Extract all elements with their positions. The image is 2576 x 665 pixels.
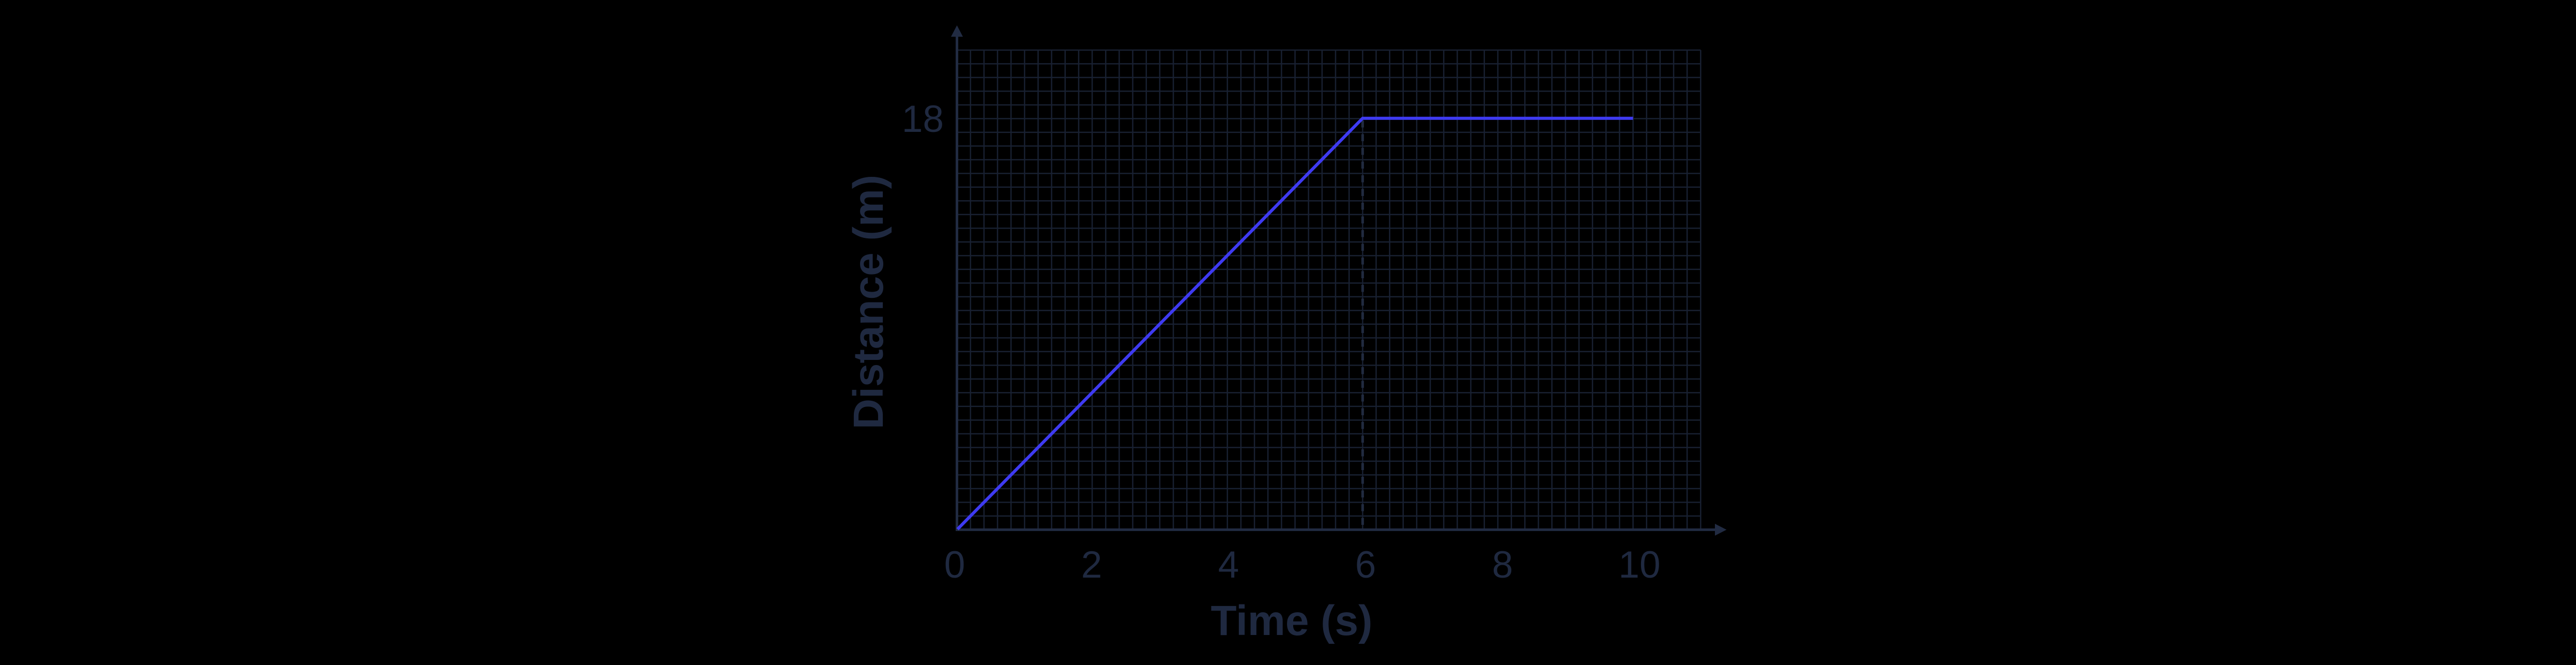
svg-text:8: 8	[1492, 544, 1513, 586]
svg-text:10: 10	[1618, 544, 1660, 586]
svg-text:0: 0	[944, 544, 965, 586]
svg-text:4: 4	[1218, 544, 1239, 586]
svg-text:Distance (m): Distance (m)	[845, 175, 892, 429]
svg-text:18: 18	[902, 98, 944, 140]
svg-text:Time (s): Time (s)	[1211, 597, 1373, 644]
svg-text:6: 6	[1355, 544, 1376, 586]
svg-text:2: 2	[1081, 544, 1102, 586]
